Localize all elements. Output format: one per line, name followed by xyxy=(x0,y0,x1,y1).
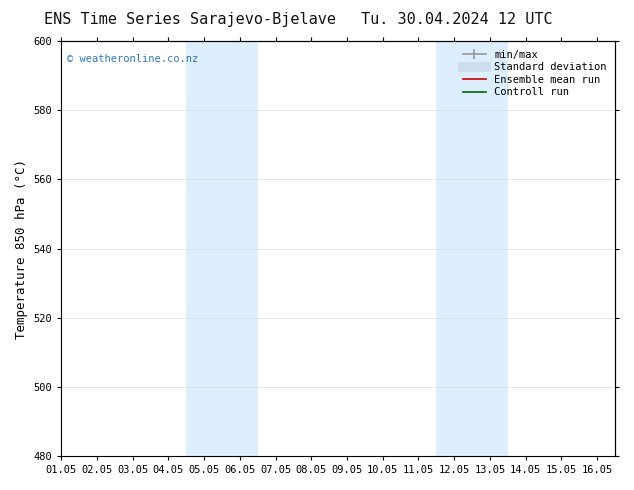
Text: © weatheronline.co.nz: © weatheronline.co.nz xyxy=(67,54,198,64)
Text: ENS Time Series Sarajevo-Bjelave: ENS Time Series Sarajevo-Bjelave xyxy=(44,12,336,27)
Bar xyxy=(186,41,258,456)
Bar xyxy=(436,41,508,456)
Text: Tu. 30.04.2024 12 UTC: Tu. 30.04.2024 12 UTC xyxy=(361,12,552,27)
Legend: min/max, Standard deviation, Ensemble mean run, Controll run: min/max, Standard deviation, Ensemble me… xyxy=(460,47,610,100)
Y-axis label: Temperature 850 hPa (°C): Temperature 850 hPa (°C) xyxy=(15,159,28,339)
